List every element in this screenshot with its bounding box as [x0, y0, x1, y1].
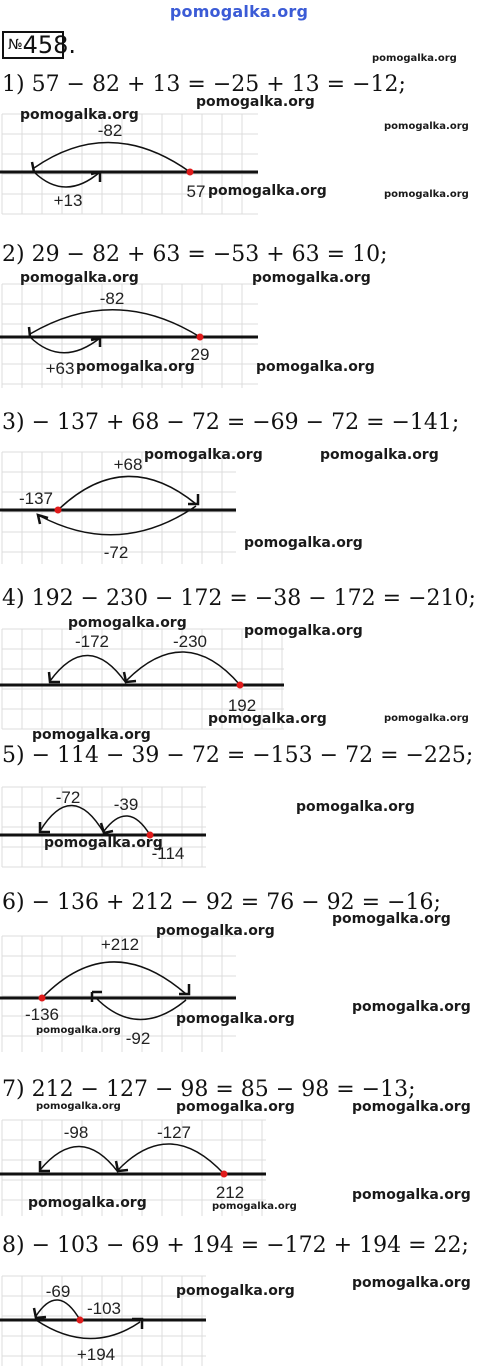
watermark: pomogalka.org [44, 835, 163, 851]
watermark: pomogalka.org [144, 447, 263, 463]
point-label: -114 [152, 844, 185, 863]
number-sign: № [8, 37, 23, 53]
point-label: 212 [216, 1183, 244, 1202]
number-line-figure-7: -98 -127 212 [0, 1119, 266, 1216]
arc-label: +212 [101, 935, 139, 954]
equation-1: 1) 57 − 82 + 13 = −25 + 13 = −12; [2, 72, 406, 97]
equation-2: 2) 29 − 82 + 63 = −53 + 63 = 10; [2, 242, 388, 267]
number-line-figure-8: -69 -103 +194 [0, 1275, 206, 1366]
watermark: pomogalka.org [372, 53, 457, 64]
arc-label: -230 [173, 632, 207, 651]
watermark: pomogalka.org [384, 189, 469, 200]
watermark: pomogalka.org [320, 447, 439, 463]
arc-label: -82 [98, 121, 123, 140]
arc-label: +13 [54, 191, 83, 210]
watermark: pomogalka.org [212, 1201, 297, 1212]
watermark: pomogalka.org [256, 359, 375, 375]
equation-3: 3) − 137 + 68 − 72 = −69 − 72 = −141; [2, 410, 460, 435]
watermark: pomogalka.org [28, 1195, 147, 1211]
equation-5: 5) − 114 − 39 − 72 = −153 − 72 = −225; [2, 743, 474, 768]
watermark: pomogalka.org [384, 713, 469, 724]
watermark: pomogalka.org [20, 107, 139, 123]
equation-8: 8) − 103 − 69 + 194 = −172 + 194 = 22; [2, 1233, 469, 1258]
watermark: pomogalka.org [296, 799, 415, 815]
watermark: pomogalka.org [20, 270, 139, 286]
watermark: pomogalka.org [176, 1099, 295, 1115]
watermark: pomogalka.org [176, 1283, 295, 1299]
arc-label: -69 [46, 1282, 71, 1301]
arc-label: -82 [100, 289, 125, 308]
watermark: pomogalka.org [208, 711, 327, 727]
number-line-figure-3: +68 -137 -72 [0, 451, 236, 564]
arc-label: +194 [77, 1345, 115, 1364]
point-label: 29 [191, 345, 210, 364]
watermark: pomogalka.org [352, 1275, 471, 1291]
watermark: pomogalka.org [332, 911, 451, 927]
arc-label: -98 [64, 1123, 89, 1142]
arc-label: -39 [114, 795, 139, 814]
watermark: pomogalka.org [36, 1025, 121, 1036]
arc-label: +63 [46, 359, 75, 378]
arc-label: -72 [104, 543, 129, 562]
equation-4: 4) 192 − 230 − 172 = −38 − 172 = −210; [2, 586, 476, 611]
arc-label: -72 [56, 788, 81, 807]
point-label: -137 [19, 489, 53, 508]
point-label: 57 [187, 182, 206, 201]
watermark: pomogalka.org [68, 615, 187, 631]
watermark: pomogalka.org [36, 1101, 121, 1112]
arc-label: -172 [75, 632, 109, 651]
exercise-number-text: 458. [22, 31, 76, 59]
exercise-number: №458. [2, 31, 76, 59]
watermark: pomogalka.org [244, 535, 363, 551]
arc-label: +68 [114, 455, 143, 474]
point-label: -136 [25, 1005, 59, 1024]
watermark: pomogalka.org [176, 1011, 295, 1027]
watermark: pomogalka.org [208, 183, 327, 199]
arc-label: -127 [157, 1123, 191, 1142]
point-label: -103 [87, 1299, 121, 1318]
watermark: pomogalka.org [384, 121, 469, 132]
number-line-figure-1: -82 +13 57 [0, 113, 258, 215]
point-label: 192 [228, 696, 256, 715]
watermark: pomogalka.org [32, 727, 151, 743]
number-line-figure-6: +212 -136 -92 [0, 935, 236, 1052]
watermark: pomogalka.org [76, 359, 195, 375]
equation-7: 7) 212 − 127 − 98 = 85 − 98 = −13; [2, 1077, 416, 1102]
watermark: pomogalka.org [244, 623, 363, 639]
number-line-figure-2: -82 +63 29 [0, 283, 258, 388]
number-line-figure-5: -72 -39 -114 [0, 786, 206, 868]
watermark: pomogalka.org [252, 270, 371, 286]
watermark: pomogalka.org [352, 999, 471, 1015]
watermark: pomogalka.org [352, 1099, 471, 1115]
arc-label: -92 [126, 1029, 151, 1048]
watermark: pomogalka.org [196, 94, 315, 110]
watermark: pomogalka.org [156, 923, 275, 939]
watermark: pomogalka.org [352, 1187, 471, 1203]
site-header-watermark: pomogalka.org [169, 2, 309, 21]
equation-6: 6) − 136 + 212 − 92 = 76 − 92 = −16; [2, 890, 441, 915]
number-line-figure-4: -172 -230 192 [0, 628, 284, 730]
